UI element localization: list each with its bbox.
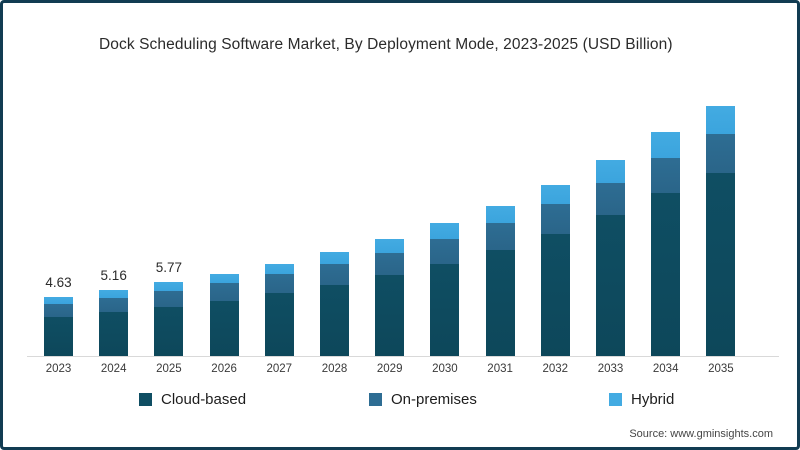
bar-segment-on-premises-2028[interactable] [320, 264, 349, 286]
bar-segment-hybrid-2028[interactable] [320, 252, 349, 265]
bar-stack [651, 132, 681, 357]
plot-area: 4.63 5.16 5.77 [27, 73, 779, 357]
legend-item-cloud-based[interactable]: Cloud-based [139, 391, 246, 408]
bar-segment-cloud-based-2023[interactable] [44, 317, 73, 357]
x-axis-tick-2030: 2030 [432, 363, 458, 375]
bar-segment-cloud-based-2034[interactable] [651, 192, 681, 357]
legend-swatch-on-premises [369, 393, 382, 406]
legend-label-hybrid: Hybrid [631, 391, 675, 408]
bar-segment-cloud-based-2031[interactable] [485, 250, 515, 357]
x-axis-tick-2029: 2029 [376, 363, 403, 375]
bar-segment-hybrid-2029[interactable] [375, 238, 405, 253]
bar-segment-hybrid-2027[interactable] [264, 263, 294, 275]
x-axis-tick-2034: 2034 [652, 363, 679, 375]
bar-segment-cloud-based-2030[interactable] [430, 263, 460, 357]
x-axis-tick-2032: 2032 [542, 363, 569, 375]
bar-stack [430, 223, 460, 357]
legend-swatch-cloud-based [139, 393, 152, 406]
bar-stack [99, 290, 129, 357]
bar-segment-cloud-based-2025[interactable] [154, 306, 184, 357]
bar-segment-hybrid-2024[interactable] [99, 290, 129, 298]
bar-segment-on-premises-2027[interactable] [264, 274, 294, 294]
bar-stack [264, 263, 294, 357]
x-axis-tick-2025: 2025 [156, 363, 182, 375]
legend-label-cloud-based: Cloud-based [161, 391, 247, 408]
x-axis-tick-2033: 2033 [597, 363, 624, 375]
bar-segment-cloud-based-2032[interactable] [540, 233, 570, 357]
bar-segment-cloud-based-2029[interactable] [375, 275, 405, 357]
bar-segment-on-premises-2033[interactable] [596, 182, 625, 215]
bar-segment-hybrid-2033[interactable] [596, 160, 625, 183]
bar-segment-hybrid-2025[interactable] [154, 282, 184, 291]
bar-stack [44, 297, 73, 357]
x-axis-line [27, 356, 779, 357]
bar-segment-cloud-based-2033[interactable] [596, 214, 625, 357]
legend-label-on-premises: On-premises [391, 391, 477, 408]
bar-stack [596, 160, 625, 357]
bar-stack [320, 252, 349, 357]
bar-segment-on-premises-2023[interactable] [44, 303, 73, 318]
bar-value-label-2025: 5.77 [155, 260, 183, 276]
bar-value-label-2024: 5.16 [100, 268, 127, 284]
x-axis-tick-2023: 2023 [45, 363, 72, 375]
chart-title: Dock Scheduling Software Market, By Depl… [99, 36, 673, 53]
bar-segment-cloud-based-2028[interactable] [320, 285, 349, 357]
legend-swatch-hybrid [609, 393, 622, 406]
bar-segment-cloud-based-2026[interactable] [209, 300, 239, 357]
bar-segment-hybrid-2034[interactable] [651, 132, 681, 158]
bar-segment-on-premises-2024[interactable] [99, 297, 129, 313]
bar-stack [540, 184, 570, 357]
bar-stack [706, 105, 736, 357]
bar-segment-hybrid-2030[interactable] [430, 223, 460, 239]
bar-segment-on-premises-2031[interactable] [485, 223, 515, 251]
bar-stack [209, 273, 239, 357]
bar-segment-on-premises-2029[interactable] [375, 252, 405, 276]
bar-segment-on-premises-2032[interactable] [540, 204, 570, 234]
bar-segment-on-premises-2034[interactable] [651, 157, 681, 193]
x-axis-tick-2028: 2028 [321, 363, 348, 375]
legend-item-hybrid[interactable]: Hybrid [609, 391, 674, 408]
bar-segment-hybrid-2032[interactable] [540, 184, 570, 205]
bar-segment-on-premises-2030[interactable] [430, 238, 460, 264]
bar-segment-on-premises-2026[interactable] [209, 283, 239, 301]
x-axis-tick-2031: 2031 [487, 363, 513, 375]
bar-segment-hybrid-2031[interactable] [485, 205, 515, 224]
chart-legend: Cloud-based On-premises Hybrid [3, 391, 797, 415]
x-axis-tick-2026: 2026 [211, 363, 237, 375]
bar-stack [375, 238, 405, 357]
legend-item-on-premises[interactable]: On-premises [369, 391, 477, 408]
bar-segment-cloud-based-2024[interactable] [99, 312, 129, 357]
x-axis-tick-2035: 2035 [708, 363, 734, 375]
bar-segment-hybrid-2026[interactable] [209, 273, 239, 284]
bar-segment-hybrid-2035[interactable] [706, 105, 736, 135]
bar-stack [485, 205, 515, 357]
bar-segment-on-premises-2035[interactable] [706, 134, 736, 173]
x-axis-tick-2024: 2024 [100, 363, 127, 375]
bar-stack [154, 282, 184, 357]
bar-value-label-2023: 4.63 [45, 275, 72, 291]
x-axis-tick-2027: 2027 [266, 363, 293, 375]
bar-segment-on-premises-2025[interactable] [154, 290, 184, 307]
bar-segment-cloud-based-2027[interactable] [264, 293, 294, 357]
source-attribution: Source: www.gminsights.com [629, 428, 773, 440]
bar-segment-cloud-based-2035[interactable] [706, 172, 736, 357]
bar-segment-hybrid-2023[interactable] [44, 297, 73, 304]
